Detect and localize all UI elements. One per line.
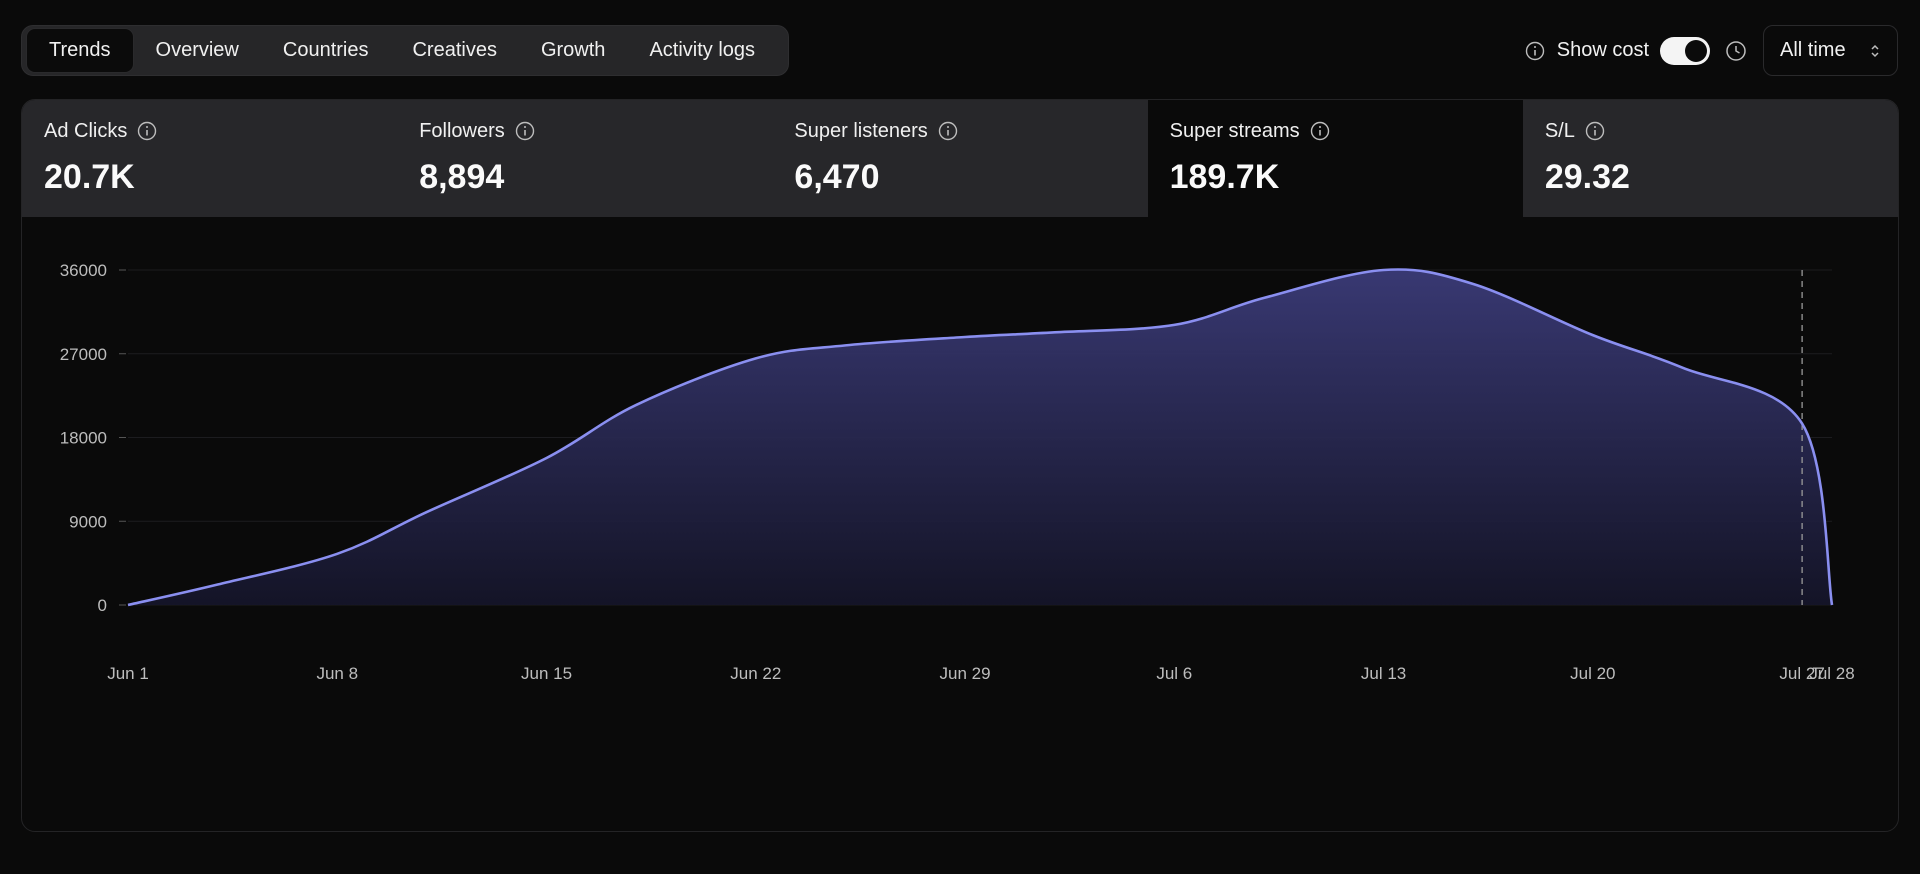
x-tick-label: Jul 28 bbox=[1809, 664, 1854, 683]
metric-label-row: Super listeners bbox=[794, 116, 1125, 146]
data-point bbox=[1053, 330, 1057, 334]
clock-icon[interactable] bbox=[1725, 40, 1747, 62]
metric-label: Followers bbox=[419, 119, 505, 142]
tab-countries[interactable]: Countries bbox=[282, 39, 369, 61]
data-point bbox=[963, 335, 967, 339]
metric-label-row: S/L bbox=[1545, 116, 1876, 146]
metric-label-row: Super streams bbox=[1170, 116, 1501, 146]
data-point bbox=[216, 583, 220, 587]
x-tick-label: Jun 1 bbox=[107, 664, 149, 683]
metric-value: 6,470 bbox=[794, 158, 880, 196]
series-line bbox=[127, 268, 1834, 607]
data-point bbox=[1800, 422, 1804, 426]
data-point bbox=[126, 603, 130, 607]
time-range-select[interactable]: All time bbox=[1763, 25, 1898, 76]
x-tick-label: Jun 29 bbox=[940, 664, 991, 683]
x-tick-label: Jul 20 bbox=[1570, 664, 1615, 683]
x-tick-label: Jun 15 bbox=[521, 664, 572, 683]
metric-card-ad-clicks[interactable]: Ad Clicks 20.7K bbox=[22, 100, 398, 217]
y-tick-label: 18000 bbox=[60, 429, 107, 448]
tab-growth[interactable]: Growth bbox=[540, 39, 606, 61]
info-icon[interactable] bbox=[515, 121, 535, 141]
x-tick-label: Jun 8 bbox=[316, 664, 358, 683]
metric-card-followers[interactable]: Followers 8,894 bbox=[397, 100, 773, 217]
super-streams-chart: 0 9000 18000 27000 36000 Jun 1 Jun 8 Jun 15 Jun … bbox=[60, 261, 1855, 683]
header-controls: Show cost All time bbox=[1525, 25, 1898, 76]
data-point bbox=[1681, 366, 1685, 370]
tab-overview[interactable]: Overview bbox=[155, 39, 239, 61]
metrics-panel: Ad Clicks 20.7K Followers 8,894 Super listen… bbox=[21, 99, 1899, 832]
x-tick-label: Jul 27 bbox=[1779, 664, 1824, 683]
info-icon[interactable] bbox=[1525, 41, 1545, 61]
info-icon[interactable] bbox=[1585, 121, 1605, 141]
data-point bbox=[634, 403, 638, 407]
metric-label: Super streams bbox=[1169, 119, 1300, 142]
chevron-up-down-icon bbox=[1871, 44, 1879, 57]
info-icon[interactable] bbox=[137, 121, 157, 141]
data-point bbox=[1382, 268, 1386, 272]
tab-trends[interactable]: Trends bbox=[26, 28, 134, 73]
tab-activity-logs[interactable]: Activity logs bbox=[649, 39, 756, 61]
y-tick-label: 27000 bbox=[60, 345, 107, 364]
info-icon[interactable] bbox=[938, 121, 958, 141]
metric-value: 20.7K bbox=[44, 158, 135, 196]
data-point bbox=[1172, 323, 1176, 327]
x-tick-label: Jul 13 bbox=[1361, 664, 1406, 683]
y-tick-label: 0 bbox=[98, 596, 107, 615]
metric-label-row: Ad Clicks bbox=[44, 116, 375, 146]
data-point bbox=[843, 343, 847, 347]
data-point bbox=[1471, 282, 1475, 286]
info-icon[interactable] bbox=[1310, 121, 1330, 141]
data-point bbox=[1262, 296, 1266, 300]
show-cost-label: Show cost bbox=[1556, 39, 1649, 61]
data-point bbox=[425, 510, 429, 514]
metric-value: 8,894 bbox=[419, 158, 505, 196]
metric-label: Ad Clicks bbox=[44, 119, 128, 142]
y-tick-label: 9000 bbox=[69, 512, 107, 531]
data-point bbox=[754, 356, 758, 360]
metric-value: 29.32 bbox=[1544, 158, 1630, 196]
data-point bbox=[1591, 333, 1595, 337]
area-fill bbox=[128, 269, 1832, 605]
metric-label: Super listeners bbox=[794, 119, 928, 142]
y-tick-label: 36000 bbox=[60, 261, 107, 280]
metric-value: 189.7K bbox=[1169, 158, 1280, 196]
metric-label: S/L bbox=[1544, 119, 1575, 142]
metric-card-super-streams[interactable]: Super streams 189.7K bbox=[1147, 100, 1523, 217]
data-point bbox=[335, 552, 339, 556]
x-tick-label: Jul 6 bbox=[1156, 664, 1192, 683]
metric-card-s-l[interactable]: S/L 29.32 bbox=[1522, 100, 1898, 217]
x-tick-label: Jun 22 bbox=[730, 664, 781, 683]
toggle-knob bbox=[1685, 39, 1707, 62]
metric-card-super-listeners[interactable]: Super listeners 6,470 bbox=[772, 100, 1148, 217]
metric-cards: Ad Clicks 20.7K Followers 8,894 Super listen… bbox=[22, 100, 1898, 217]
tab-creatives[interactable]: Creatives bbox=[412, 39, 497, 61]
data-point bbox=[1830, 603, 1834, 607]
time-range-value: All time bbox=[1780, 39, 1846, 61]
view-tabs: Trends Overview Countries Creatives Growth Ac… bbox=[21, 25, 789, 76]
metric-label-row: Followers bbox=[419, 116, 750, 146]
show-cost-toggle[interactable] bbox=[1660, 36, 1710, 65]
data-point bbox=[545, 456, 549, 460]
